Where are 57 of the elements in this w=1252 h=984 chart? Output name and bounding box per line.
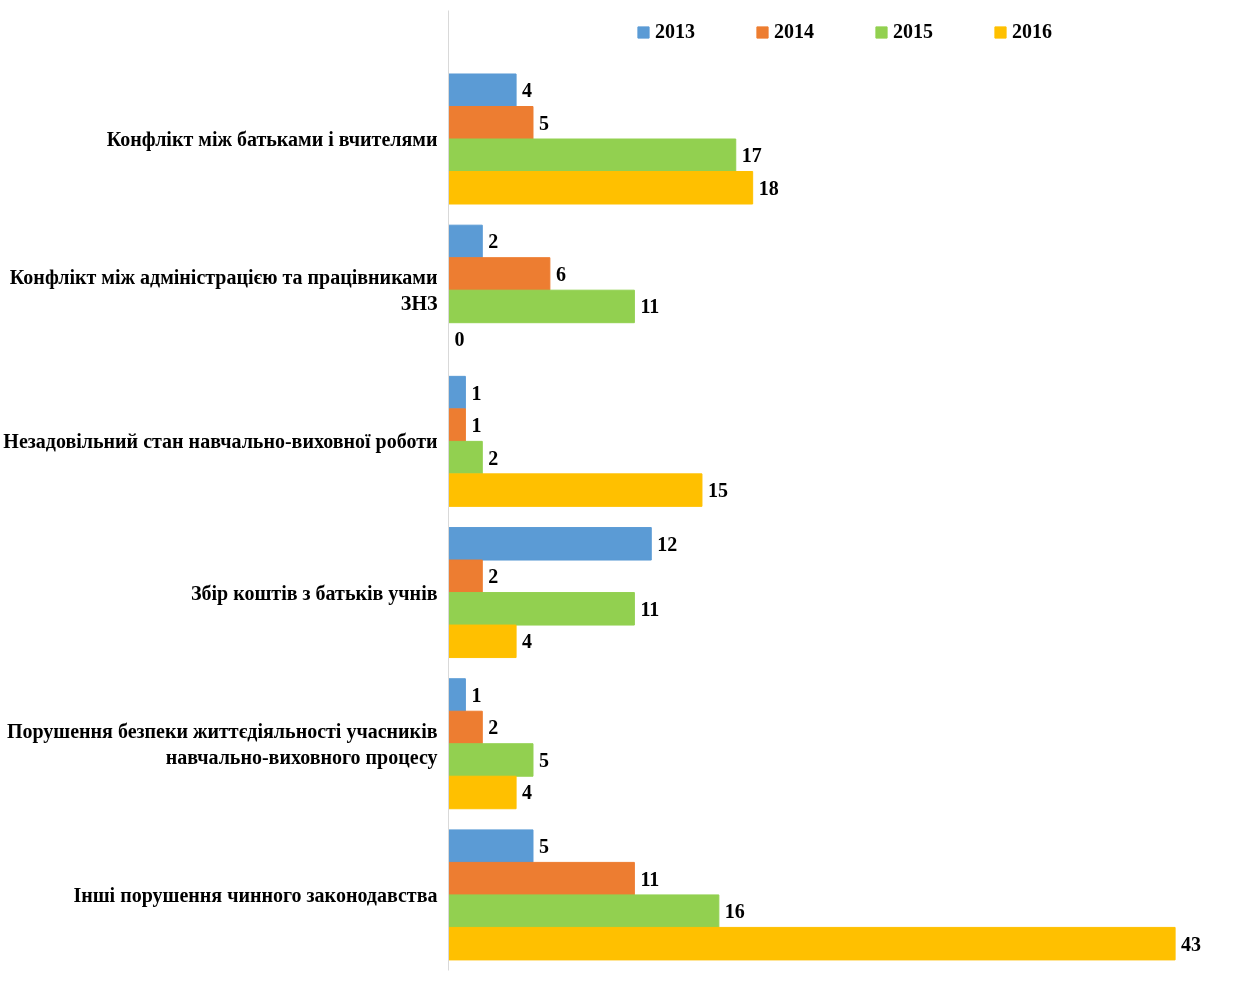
bar xyxy=(448,743,534,777)
bar xyxy=(448,829,534,863)
bar xyxy=(448,559,483,594)
bar xyxy=(448,624,517,659)
data-label: 43 xyxy=(1181,932,1202,955)
data-label: 2 xyxy=(488,716,499,739)
y-tick-label: Інші порушення чинного законодавства xyxy=(73,883,438,907)
bar xyxy=(448,440,483,475)
bar xyxy=(448,106,534,140)
data-label: 16 xyxy=(724,900,745,923)
data-label: 2 xyxy=(488,565,499,588)
data-label: 0 xyxy=(454,327,465,350)
data-label: 5 xyxy=(538,748,549,771)
bar xyxy=(448,861,635,896)
data-label: 11 xyxy=(640,295,660,318)
bar xyxy=(448,678,466,712)
data-label: 5 xyxy=(538,835,549,858)
bar xyxy=(448,710,483,745)
bar xyxy=(448,375,466,410)
data-label: 11 xyxy=(640,597,660,620)
data-label: 4 xyxy=(522,781,533,804)
data-label: 1 xyxy=(471,683,482,706)
bar xyxy=(448,171,754,205)
data-label: 12 xyxy=(657,532,678,555)
y-tick-label: Конфлікт між батьками і вчителями xyxy=(106,128,438,151)
bar xyxy=(448,224,483,259)
bar xyxy=(448,592,635,626)
bar xyxy=(448,473,703,507)
data-label: 1 xyxy=(471,381,482,404)
bar xyxy=(448,926,1176,961)
data-label: 18 xyxy=(758,176,779,199)
bar xyxy=(448,894,720,928)
data-label: 4 xyxy=(522,630,533,653)
legend-label: 2014 xyxy=(774,20,814,43)
y-tick-label: Порушення безпеки життєдіяльності учасників навчально-виховного процесу xyxy=(6,719,438,769)
y-tick-label: Незадовільний стан навчально-виховної роботи xyxy=(3,430,438,454)
y-tick-label: Конфлікт між адміністрацією та працівниками ЗНЗ xyxy=(9,265,438,315)
bar xyxy=(448,408,466,442)
data-label: 2 xyxy=(488,230,499,253)
bar xyxy=(448,257,551,291)
data-label: 17 xyxy=(741,144,762,167)
legend-label: 2016 xyxy=(1012,20,1052,43)
data-label: 2 xyxy=(488,446,499,469)
data-label: 15 xyxy=(707,479,728,502)
data-label: 4 xyxy=(522,79,533,102)
bar xyxy=(448,775,517,810)
data-label: 5 xyxy=(538,111,549,134)
bar xyxy=(448,289,635,324)
data-label: 1 xyxy=(471,414,482,437)
y-tick-label: Збір коштів з батьків учнів xyxy=(190,581,438,605)
legend-label: 2013 xyxy=(655,20,695,43)
data-label: 11 xyxy=(640,867,660,890)
bar xyxy=(448,527,652,561)
bar xyxy=(448,73,517,107)
legend-label: 2015 xyxy=(893,20,933,43)
data-label: 6 xyxy=(555,262,566,285)
bar xyxy=(448,138,737,173)
